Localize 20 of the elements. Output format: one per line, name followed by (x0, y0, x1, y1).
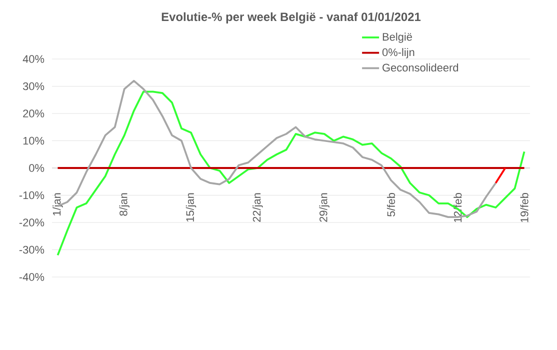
y-tick-label: 40% (22, 55, 44, 63)
legend-label: 0%-lijn (382, 48, 414, 58)
y-tick-label: 30% (22, 82, 44, 90)
y-tick-label: -30% (19, 246, 44, 254)
x-tick-label: 5/feb (386, 192, 396, 216)
y-tick-label: 10% (23, 136, 44, 145)
x-tick-label: 19/feb (520, 192, 528, 222)
chart-title: Evolutie-% per week België - vanaf 01/01/2021 (162, 12, 421, 24)
x-tick-label: 15/jan (186, 193, 196, 222)
legend-label: Geconsolideerd (382, 63, 458, 72)
y-tick-label: -20% (19, 218, 44, 226)
y-tick-label: -40% (19, 273, 44, 281)
x-tick-label: 22/jan (252, 193, 263, 222)
y-tick-label: 20% (23, 110, 44, 118)
legend-label: België (382, 32, 412, 43)
x-tick-label: 1/jan (52, 193, 63, 216)
y-tick-label: 0% (29, 164, 44, 172)
x-tick-label: 8/jan (119, 193, 130, 216)
y-tick-label: -10% (19, 191, 44, 200)
x-tick-label: 29/jan (319, 193, 330, 222)
